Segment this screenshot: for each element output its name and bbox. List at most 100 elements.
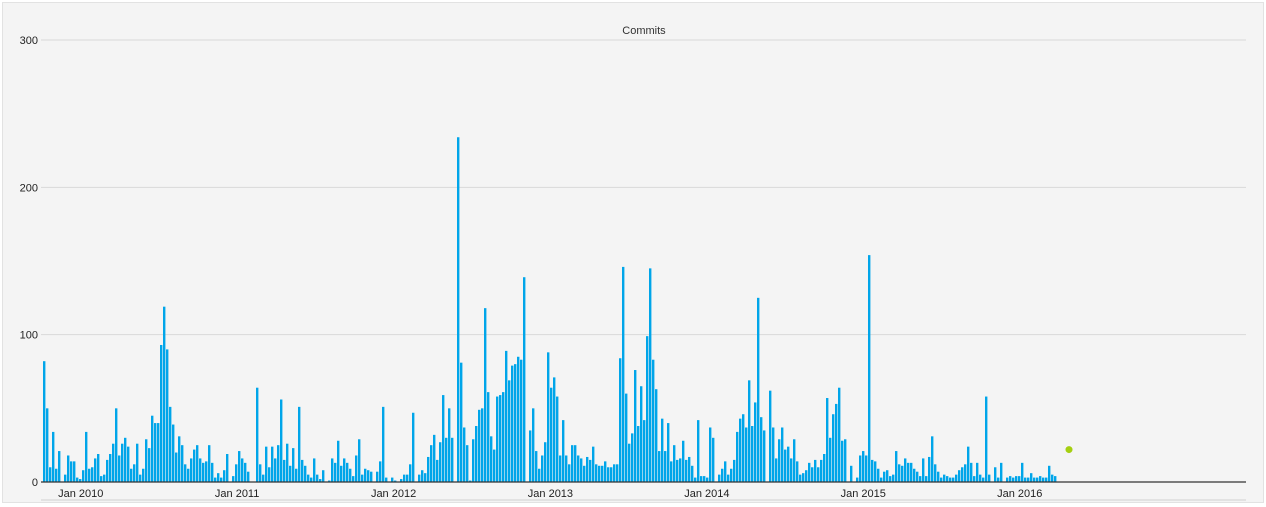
bar[interactable] [985,396,988,482]
bar[interactable] [442,395,445,482]
bar[interactable] [691,465,694,482]
bar[interactable] [109,454,112,482]
bar[interactable] [439,442,442,482]
bar[interactable] [94,458,97,482]
bar[interactable] [973,476,976,482]
bar[interactable] [649,268,652,482]
bar[interactable] [823,454,826,482]
bar[interactable] [664,451,667,482]
bar[interactable] [190,458,193,482]
bar[interactable] [937,471,940,482]
bar[interactable] [118,455,121,482]
bar[interactable] [763,430,766,482]
bar[interactable] [970,462,973,482]
bar[interactable] [700,476,703,482]
bar[interactable] [379,461,382,482]
bar[interactable] [592,446,595,482]
bar[interactable] [889,476,892,482]
bar[interactable] [571,445,574,482]
bar[interactable] [1018,476,1021,482]
bar[interactable] [346,462,349,482]
bar[interactable] [295,468,298,482]
bar[interactable] [148,448,151,482]
bar[interactable] [355,455,358,482]
bar[interactable] [907,462,910,482]
bar[interactable] [901,465,904,482]
bar[interactable] [139,474,142,482]
bar[interactable] [1024,477,1027,482]
bar[interactable] [364,468,367,482]
bar[interactable] [670,461,673,482]
bar[interactable] [631,433,634,482]
bar[interactable] [781,427,784,482]
bar[interactable] [604,461,607,482]
bar[interactable] [214,477,217,482]
bar[interactable] [127,446,130,482]
bar[interactable] [868,255,871,482]
bar[interactable] [385,477,388,482]
bar[interactable] [742,414,745,482]
bar[interactable] [751,426,754,482]
bar[interactable] [892,474,895,482]
bar[interactable] [1033,477,1036,482]
bar[interactable] [655,389,658,482]
bar[interactable] [133,464,136,482]
bar[interactable] [277,445,280,482]
bar[interactable] [1054,476,1057,482]
bar[interactable] [472,439,475,482]
bar[interactable] [130,468,133,482]
bar[interactable] [466,445,469,482]
bar[interactable] [238,451,241,482]
bar[interactable] [286,443,289,482]
bar[interactable] [367,470,370,482]
bar[interactable] [235,464,238,482]
bar[interactable] [895,451,898,482]
bar[interactable] [982,477,985,482]
bar[interactable] [241,458,244,482]
bar[interactable] [787,446,790,482]
bar[interactable] [733,459,736,482]
bar[interactable] [154,423,157,482]
bar[interactable] [163,306,166,482]
bar[interactable] [88,468,91,482]
bar[interactable] [874,461,877,482]
bar[interactable] [499,395,502,482]
bar[interactable] [661,418,664,482]
bar[interactable] [928,456,931,482]
bar[interactable] [577,455,580,482]
bar[interactable] [58,451,61,482]
bar[interactable] [169,406,172,482]
bar[interactable] [490,436,493,482]
bar[interactable] [703,476,706,482]
bar[interactable] [1036,477,1039,482]
bar[interactable] [115,408,118,482]
bar[interactable] [952,477,955,482]
bar[interactable] [535,451,538,482]
bar[interactable] [640,386,643,482]
bar[interactable] [916,471,919,482]
bar[interactable] [334,462,337,482]
bar[interactable] [835,403,838,482]
bar[interactable] [307,474,310,482]
bar[interactable] [511,365,514,482]
bar[interactable] [403,474,406,482]
bar[interactable] [409,464,412,482]
bar[interactable] [460,362,463,482]
bar[interactable] [583,465,586,482]
bar[interactable] [217,473,220,482]
bar[interactable] [673,445,676,482]
bar[interactable] [187,468,190,482]
bar[interactable] [160,344,163,482]
bar[interactable] [430,445,433,482]
bar[interactable] [463,427,466,482]
bar[interactable] [73,461,76,482]
bar[interactable] [859,455,862,482]
bar[interactable] [946,476,949,482]
bar[interactable] [271,446,274,482]
bar[interactable] [685,459,688,482]
bar[interactable] [1012,477,1015,482]
bar[interactable] [208,445,211,482]
bar[interactable] [886,470,889,482]
bar[interactable] [289,465,292,482]
bar[interactable] [196,445,199,482]
